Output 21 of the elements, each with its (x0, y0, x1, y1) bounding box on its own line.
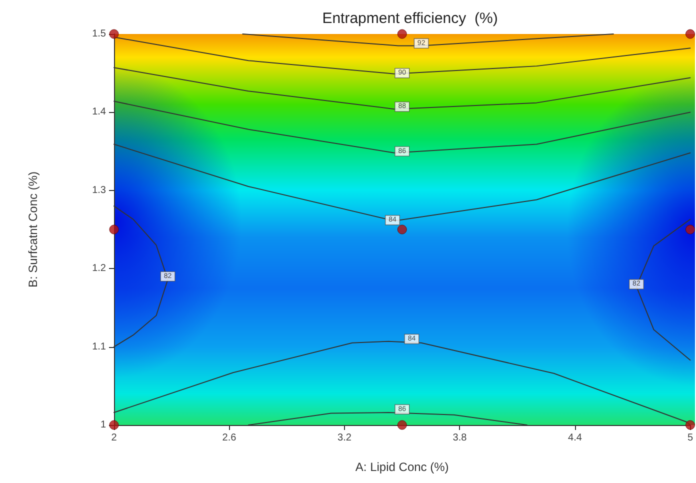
y-tick-label: 1.2 (92, 263, 106, 274)
x-tick-label: 2.6 (222, 432, 237, 444)
point (397, 29, 407, 39)
x-tick-label: 3.2 (338, 432, 352, 444)
x-tick-label: 5 (687, 432, 694, 444)
y-axis-title: B: Surfcatnt Conc (%) (26, 171, 40, 288)
point (397, 420, 407, 430)
x-tick-label: 4.4 (568, 432, 582, 444)
x-tick-label: 2 (111, 432, 118, 444)
y-tick-label: 1.1 (92, 341, 106, 352)
chart-title: Entrapment efficiency (%) (322, 10, 498, 27)
x-tick-label: 3.8 (452, 432, 468, 444)
y-tick-label: 1.4 (92, 106, 106, 118)
point (685, 224, 695, 234)
point (109, 224, 119, 234)
point (397, 224, 407, 234)
point (685, 29, 695, 39)
y-tick-label: 1.3 (92, 184, 106, 196)
x-axis-title: A: Lipid Conc (%) (355, 460, 449, 474)
y-tick-label: 1 (100, 420, 106, 430)
y-tick-label: 1.5 (92, 28, 106, 40)
